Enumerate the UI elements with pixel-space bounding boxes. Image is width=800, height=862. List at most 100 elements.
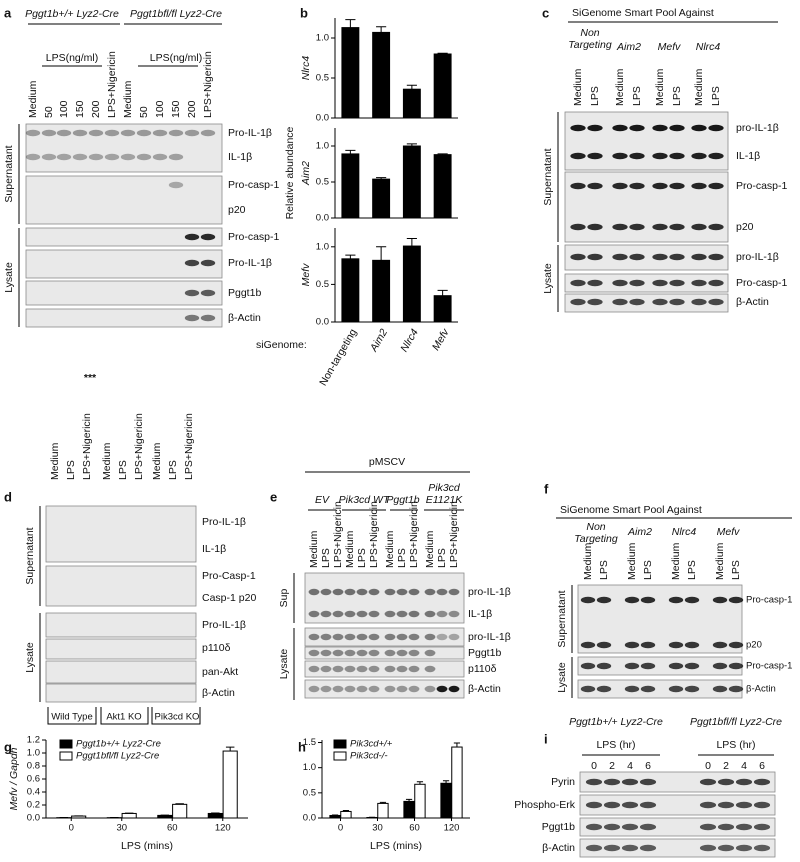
error-bar: [437, 153, 448, 155]
lane-label: LPS: [671, 86, 683, 106]
blot-band: [344, 685, 356, 693]
blot-band: [612, 298, 628, 306]
error-bar: [453, 742, 461, 748]
blot-band: [136, 129, 152, 137]
blot-strip: [45, 638, 197, 660]
row-label: Pro-casp-1: [228, 179, 280, 191]
blot-band: [332, 610, 344, 618]
blot-strip: [564, 293, 729, 313]
error-bar: [175, 803, 184, 805]
bar: [121, 812, 137, 819]
group-label: Pggt1b+/+ Lyz2-Cre: [569, 716, 663, 728]
bottom-group-label: Wild Type: [51, 712, 93, 723]
blot-band: [408, 649, 420, 657]
bar: [372, 259, 391, 323]
y-tick-label: 0.4: [27, 787, 40, 798]
blot-band: [684, 641, 700, 649]
blot-band: [320, 633, 332, 641]
blot-band: [384, 685, 396, 693]
blot-band: [396, 685, 408, 693]
blot-band: [168, 129, 184, 137]
lane-label: LPS+Nigericin: [448, 501, 460, 568]
lane-label: 0: [705, 760, 711, 772]
error-bar: [376, 177, 387, 180]
blot-band: [344, 649, 356, 657]
blot-band: [308, 649, 320, 657]
y-tick-label: 1.0: [316, 141, 329, 152]
group-label: EV: [315, 494, 330, 506]
blot-band: [332, 588, 344, 596]
x-axis-label: LPS (mins): [121, 840, 173, 852]
x-tick-label: Non-targeting: [317, 327, 359, 388]
group-label: Aim2: [627, 526, 652, 538]
error-bar: [405, 798, 413, 802]
row-label: pro-IL-1β: [468, 631, 511, 643]
panel-title: SiGenome Smart Pool Against: [560, 504, 702, 516]
blot-band: [624, 596, 640, 604]
blot-band: [652, 182, 668, 190]
x-tick-label: 30: [372, 823, 383, 834]
blot-band: [612, 253, 628, 261]
bar: [172, 803, 188, 819]
blot-band: [669, 152, 685, 160]
blot-band: [356, 685, 368, 693]
blot-band: [408, 588, 420, 596]
blot-band: [320, 649, 332, 657]
blot-band: [436, 685, 448, 693]
error-bar: [331, 814, 339, 816]
blot-band: [356, 633, 368, 641]
bar: [222, 750, 238, 819]
blot-band: [424, 649, 436, 657]
blot-band: [621, 801, 639, 809]
panel-letter: a: [4, 5, 12, 20]
blot-band: [368, 633, 380, 641]
y-tick-label: 1.0: [316, 33, 329, 44]
blot-band: [344, 610, 356, 618]
blot-band: [585, 801, 603, 809]
blot-band: [320, 588, 332, 596]
bar: [402, 145, 421, 219]
row-label: β-Actin: [202, 687, 235, 699]
blot-band: [612, 279, 628, 287]
blot-band: [448, 685, 460, 693]
blot-band: [448, 610, 460, 618]
bar: [414, 783, 426, 819]
bottom-group-label: Akt1 KO: [106, 712, 141, 723]
x-tick-label: 0: [69, 823, 74, 834]
y-axis-label: Nlrc4: [300, 56, 312, 81]
blot-band: [104, 153, 120, 161]
group-label: Pggt1bfl/fl Lyz2-Cre: [130, 8, 222, 20]
group-label: Pik3cd WT: [339, 494, 391, 506]
lane-label: 200: [186, 100, 198, 118]
group-label: Non: [586, 521, 605, 533]
lane-label: Medium: [714, 542, 726, 580]
blot-band: [587, 152, 603, 160]
blot-band: [708, 182, 724, 190]
blot-band: [408, 665, 420, 673]
lane-label: LPS: [730, 560, 742, 580]
group-sublabel: LPS (hr): [716, 739, 755, 751]
blot-band: [368, 610, 380, 618]
blot-band: [708, 279, 724, 287]
y-tick-label: 0.5: [316, 73, 329, 84]
error-bar: [376, 246, 387, 261]
blot-band: [717, 778, 735, 786]
row-label: β-Actin: [746, 684, 776, 695]
blot-band: [587, 298, 603, 306]
y-tick-label: 0.5: [316, 279, 329, 290]
row-label: Pggt1b: [468, 647, 501, 659]
lane-label: 4: [741, 760, 747, 772]
lane-label: Medium: [582, 542, 594, 580]
error-bar: [437, 289, 448, 296]
section-label: Sup: [278, 589, 290, 608]
bar: [329, 814, 341, 819]
blot-band: [308, 633, 320, 641]
blot-band: [152, 153, 168, 161]
blot-band: [699, 778, 717, 786]
blot-band: [612, 152, 628, 160]
row-label: p20: [228, 204, 246, 216]
blot-band: [585, 823, 603, 831]
blot-band: [699, 844, 717, 852]
row-label: pro-IL-1β: [736, 122, 779, 134]
blot-band: [570, 253, 586, 261]
